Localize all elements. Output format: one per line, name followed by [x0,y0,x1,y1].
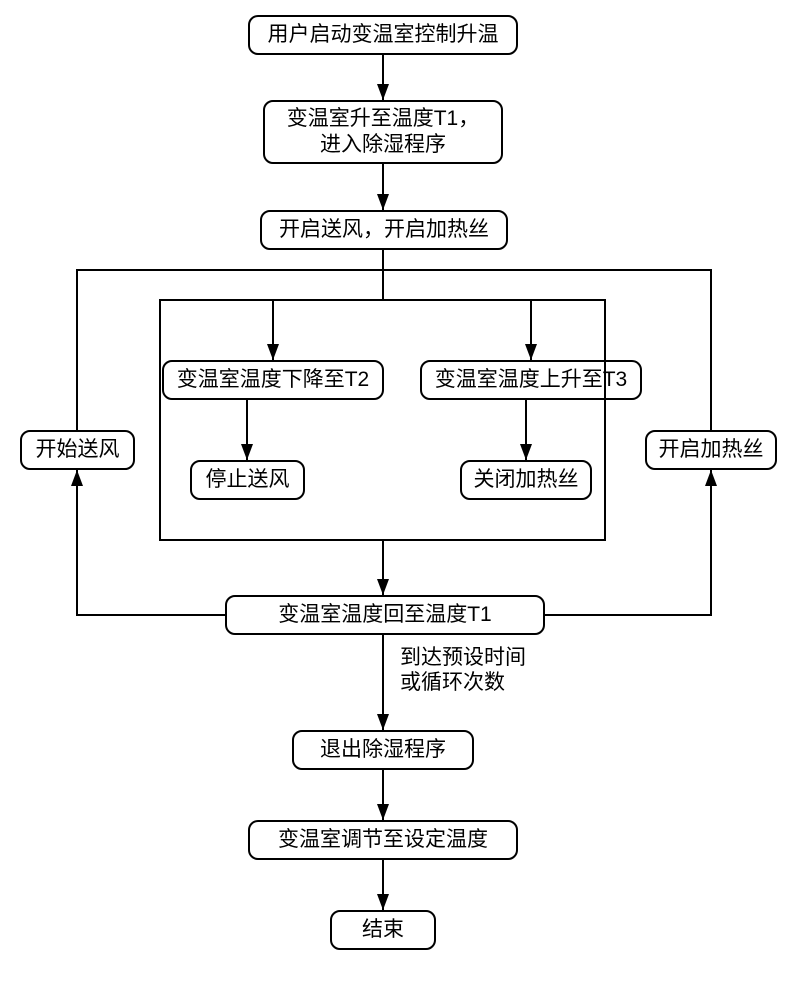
node-heat-off: 关闭加热丝 [460,460,592,500]
edge-label-condition: 到达预设时间 或循环次数 [400,645,526,695]
node-temp-rise-t3: 变温室温度上升至T3 [420,360,642,400]
node-raise-t1: 变温室升至温度T1， 进入除湿程序 [263,100,503,164]
node-stop-fan: 停止送风 [190,460,305,500]
node-heat-on: 开启加热丝 [645,430,777,470]
node-adjust-set: 变温室调节至设定温度 [248,820,518,860]
node-start-fan: 开始送风 [20,430,135,470]
node-fan-heat-on: 开启送风，开启加热丝 [260,210,508,250]
node-return-t1: 变温室温度回至温度T1 [225,595,545,635]
node-end: 结束 [330,910,436,950]
node-exit-dehum: 退出除湿程序 [292,730,474,770]
node-temp-drop-t2: 变温室温度下降至T2 [162,360,384,400]
node-start: 用户启动变温室控制升温 [248,15,518,55]
